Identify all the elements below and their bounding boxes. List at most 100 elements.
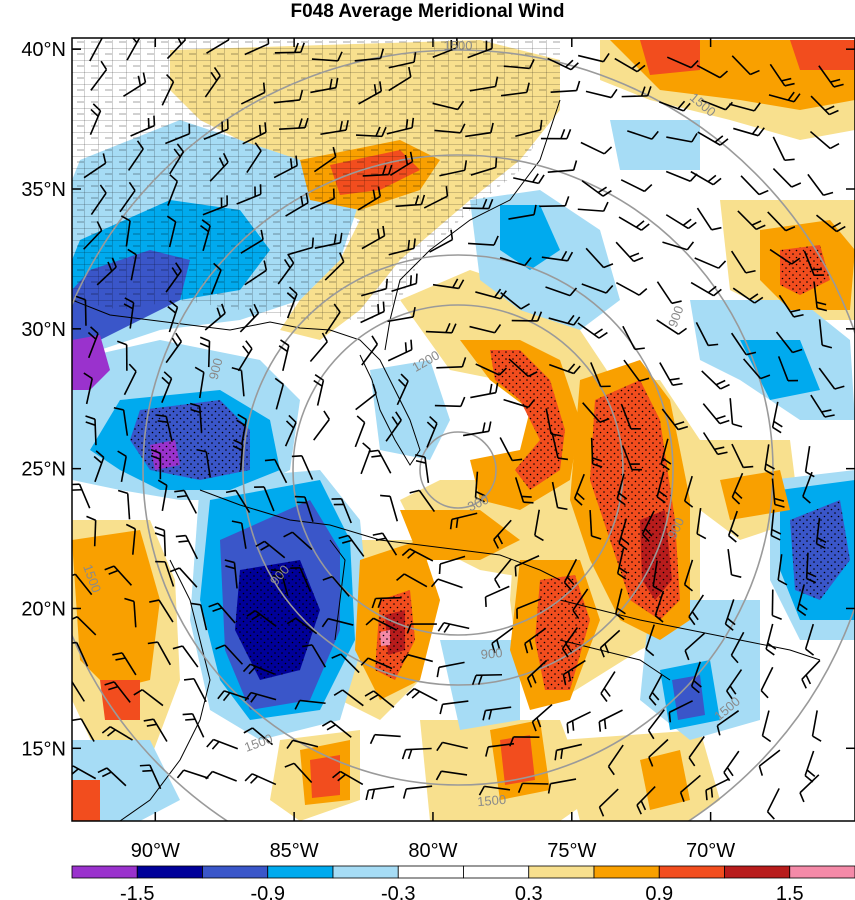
wind-barb: [287, 237, 315, 256]
wind-barb: [554, 743, 583, 761]
wind-barb: [577, 201, 609, 212]
wind-barb: [96, 257, 117, 286]
wind-barb: [117, 450, 127, 483]
wind-barb: [166, 215, 177, 248]
wind-barb: [286, 286, 298, 319]
wind-barb: [469, 76, 499, 92]
wind-barb: [286, 617, 318, 635]
wind-barb: [731, 443, 754, 469]
wind-barb: [401, 548, 434, 562]
wind-barb: [165, 123, 191, 145]
wind-barb: [242, 122, 267, 145]
wind-barb: [244, 260, 268, 286]
wind-barb: [550, 80, 581, 93]
wind-barb: [590, 362, 611, 388]
wind-barb: [648, 674, 663, 706]
wind-barb: [313, 410, 330, 441]
wind-barb: [290, 567, 312, 593]
wind-barb: [123, 297, 135, 329]
wind-barb: [517, 782, 549, 793]
wind-barb: [401, 653, 433, 664]
wind-barb: [482, 706, 512, 721]
wind-barb: [85, 415, 97, 446]
lat-tick-label: 15°N: [21, 738, 66, 760]
wind-barb: [396, 573, 428, 588]
wind-barb: [731, 55, 760, 76]
wind-barb: [769, 248, 801, 265]
wind-barb: [143, 718, 168, 742]
wind-barb: [217, 690, 250, 702]
wind-barb: [322, 575, 350, 597]
wind-barb: [508, 204, 537, 220]
wind-barb: [278, 117, 309, 131]
wind-barb: [760, 666, 774, 699]
wind-barb: [320, 120, 349, 136]
wind-barb: [125, 523, 137, 555]
ring-label: 1500: [477, 792, 507, 809]
wind-barb: [742, 358, 771, 380]
wind-barb: [124, 597, 137, 628]
wind-barb: [695, 321, 719, 347]
ring-label: 900: [480, 645, 503, 662]
wind-barb: [697, 131, 729, 146]
wind-barb: [231, 366, 245, 397]
wind-barb: [513, 173, 545, 185]
colorbar-swatch: [397, 865, 464, 879]
wind-barb: [500, 82, 530, 97]
wind-barb: [204, 303, 226, 331]
wind-barb: [273, 155, 298, 179]
wind-barb: [618, 216, 650, 231]
wind-barb: [810, 95, 839, 116]
wind-barb: [580, 141, 613, 155]
wind-barb: [493, 519, 512, 549]
range-ring: [72, 49, 855, 821]
wind-barb: [274, 377, 285, 410]
wind-barb: [161, 74, 175, 106]
wind-barb: [83, 221, 103, 250]
wind-barb: [402, 785, 433, 799]
wind-barb: [387, 339, 413, 362]
wind-barb: [244, 691, 277, 703]
wind-barb: [801, 659, 821, 689]
wind-barb: [426, 415, 438, 448]
wind-barb: [313, 146, 337, 173]
wind-barb: [271, 569, 289, 597]
wind-barb: [732, 287, 764, 304]
wind-barb: [283, 531, 313, 551]
wind-barb: [72, 573, 93, 596]
wind-barb: [771, 589, 782, 620]
colorbar-swatch: [267, 865, 334, 879]
county-boundaries: [72, 40, 560, 320]
wind-barb: [478, 785, 511, 796]
lat-tick-label: 30°N: [21, 319, 66, 341]
wind-barb: [434, 123, 466, 134]
wind-barb: [468, 235, 499, 246]
colorbar-label: -1.5: [120, 883, 154, 900]
wind-barb: [582, 402, 610, 423]
wind-barb: [516, 598, 542, 619]
wind-barb: [688, 736, 705, 767]
wind-barb: [332, 770, 364, 786]
wind-barb: [818, 367, 845, 390]
wind-barb: [551, 481, 568, 511]
wind-barb: [406, 623, 437, 634]
wind-barb: [203, 119, 229, 140]
wind-barb: [627, 130, 659, 140]
wind-barb: [360, 657, 393, 670]
wind-barb: [540, 128, 572, 140]
wind-barb: [618, 518, 630, 551]
wind-barb: [361, 335, 379, 366]
wind-barb: [679, 774, 701, 803]
wind-barb: [371, 596, 402, 609]
wind-barb: [656, 281, 682, 305]
wind-barb: [75, 295, 87, 326]
wind-barb: [242, 663, 275, 675]
wind-barb: [365, 617, 397, 631]
wind-barb: [641, 510, 655, 543]
wind-barb: [154, 526, 167, 557]
wind-barb: [684, 632, 706, 661]
wind-barb: [727, 510, 739, 543]
colorbar-swatch: [332, 865, 399, 879]
wind-barb: [531, 703, 553, 732]
wind-barb: [215, 644, 244, 665]
